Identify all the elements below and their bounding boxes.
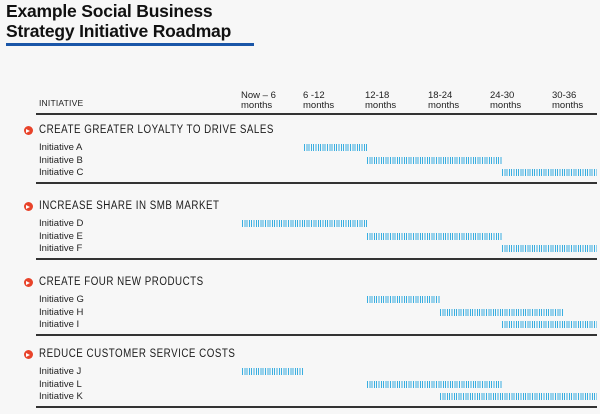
column-header-unit: months — [303, 100, 335, 111]
section-title: CREATE GREATER LOYALTY TO DRIVE SALES — [39, 124, 274, 136]
section-title: INCREASE SHARE IN SMB MARKET — [39, 200, 220, 212]
section-bullet-icon — [24, 126, 33, 135]
initiative-label: Initiative B — [39, 154, 83, 166]
timeline-bar — [366, 156, 502, 164]
timeline-bar — [502, 245, 597, 252]
column-header-unit: months — [552, 100, 584, 111]
column-header-unit: months — [428, 100, 460, 111]
timeline-bar — [366, 296, 440, 303]
timeline-bar — [366, 380, 502, 388]
timeline-bar — [439, 393, 597, 400]
section-title: CREATE FOUR NEW PRODUCTS — [39, 276, 204, 288]
initiative-label: Initiative D — [39, 218, 84, 229]
column-header-unit: months — [241, 100, 273, 111]
column-header-4: 18-24 months — [428, 91, 459, 111]
column-header-2: 6 -12 months — [303, 91, 334, 111]
title-line-2: Strategy Initiative Roadmap — [6, 21, 232, 41]
header-rule — [36, 113, 597, 115]
timeline-bar — [366, 232, 502, 240]
initiative-label: Initiative K — [39, 391, 83, 402]
initiative-label: Initiative F — [39, 243, 83, 254]
initiative-label: Initiative A — [39, 142, 83, 153]
section-rule — [36, 406, 597, 408]
initiative-label: Initiative E — [39, 230, 83, 242]
initiative-label: Initiative G — [39, 294, 84, 305]
initiative-label: Initiative H — [39, 306, 84, 318]
column-header-range: 18-24 — [428, 90, 453, 101]
initiative-label: Initiative J — [39, 366, 82, 377]
column-header-unit: months — [365, 100, 397, 111]
initiative-column-header: INITIATIVE — [39, 98, 84, 108]
column-header-range: Now – 6 — [241, 90, 276, 101]
title-line-1: Example Social Business — [6, 1, 213, 21]
section-rule — [36, 182, 597, 184]
timeline-bar — [304, 144, 367, 151]
section-title: REDUCE CUSTOMER SERVICE COSTS — [39, 348, 236, 360]
page-title: Example Social Business Strategy Initiat… — [6, 1, 231, 41]
section-rule — [36, 258, 597, 260]
column-header-range: 30-36 — [552, 90, 577, 101]
section-bullet-icon — [24, 278, 33, 287]
timeline-bar — [242, 220, 367, 227]
initiative-label: Initiative L — [39, 378, 82, 390]
column-header-6: 30-36 months — [552, 91, 583, 111]
column-header-range: 6 -12 — [303, 90, 325, 101]
timeline-bar — [242, 368, 305, 375]
column-header-5: 24-30 months — [490, 91, 521, 111]
column-header-range: 24-30 — [490, 90, 515, 101]
column-header-1: Now – 6 months — [241, 91, 276, 111]
section-bullet-icon — [24, 202, 33, 211]
timeline-bar — [502, 321, 597, 328]
initiative-label: Initiative C — [39, 167, 84, 178]
column-header-3: 12-18 months — [365, 91, 396, 111]
timeline-bar — [502, 169, 597, 176]
section-bullet-icon — [24, 350, 33, 359]
column-header-unit: months — [490, 100, 522, 111]
section-rule — [36, 334, 597, 336]
initiative-label: Initiative I — [39, 319, 80, 330]
title-underline — [6, 43, 254, 46]
column-header-range: 12-18 — [365, 90, 390, 101]
timeline-bar — [439, 308, 565, 316]
